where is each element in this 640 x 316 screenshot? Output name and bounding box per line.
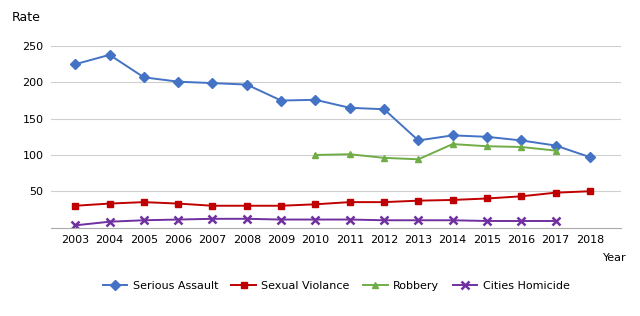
Cities Homicide	[140, 218, 148, 222]
Cities Homicide	[380, 218, 388, 222]
Robbery	[312, 153, 319, 157]
Serious Assault	[140, 76, 148, 79]
Serious Assault	[483, 135, 491, 139]
Serious Assault	[586, 155, 594, 159]
Sexual Violance	[72, 204, 79, 208]
Cities Homicide	[243, 217, 251, 221]
Cities Homicide	[346, 218, 353, 222]
Serious Assault	[415, 138, 422, 142]
Line: Cities Homicide: Cities Homicide	[71, 215, 560, 229]
Sexual Violance	[552, 191, 559, 195]
Cities Homicide	[72, 223, 79, 227]
Line: Robbery: Robbery	[312, 141, 559, 163]
Cities Homicide	[209, 217, 216, 221]
Serious Assault	[243, 83, 251, 87]
Serious Assault	[312, 98, 319, 102]
Sexual Violance	[277, 204, 285, 208]
Cities Homicide	[483, 219, 491, 223]
Cities Homicide	[415, 218, 422, 222]
Cities Homicide	[449, 218, 456, 222]
Sexual Violance	[174, 202, 182, 205]
Serious Assault	[106, 53, 113, 57]
Legend: Serious Assault, Sexual Violance, Robbery, Cities Homicide: Serious Assault, Sexual Violance, Robber…	[98, 276, 574, 295]
Robbery	[552, 149, 559, 153]
Robbery	[483, 144, 491, 148]
Sexual Violance	[106, 202, 113, 205]
Sexual Violance	[415, 199, 422, 203]
Sexual Violance	[209, 204, 216, 208]
Serious Assault	[518, 138, 525, 142]
Serious Assault	[346, 106, 353, 110]
Sexual Violance	[518, 194, 525, 198]
Serious Assault	[380, 107, 388, 111]
Line: Sexual Violance: Sexual Violance	[72, 188, 593, 209]
Serious Assault	[449, 133, 456, 137]
Robbery	[380, 156, 388, 160]
Text: Rate: Rate	[12, 11, 40, 24]
Cities Homicide	[277, 218, 285, 222]
Robbery	[415, 157, 422, 161]
Sexual Violance	[380, 200, 388, 204]
Serious Assault	[277, 99, 285, 102]
Line: Serious Assault: Serious Assault	[72, 51, 593, 161]
Cities Homicide	[106, 220, 113, 224]
Robbery	[518, 145, 525, 149]
Serious Assault	[209, 81, 216, 85]
Sexual Violance	[586, 189, 594, 193]
Cities Homicide	[518, 219, 525, 223]
Serious Assault	[174, 80, 182, 83]
Sexual Violance	[346, 200, 353, 204]
Cities Homicide	[312, 218, 319, 222]
Sexual Violance	[140, 200, 148, 204]
Serious Assault	[72, 62, 79, 66]
Robbery	[449, 142, 456, 146]
Sexual Violance	[449, 198, 456, 202]
Cities Homicide	[552, 219, 559, 223]
Cities Homicide	[174, 218, 182, 222]
Robbery	[346, 152, 353, 156]
Sexual Violance	[312, 203, 319, 206]
Serious Assault	[552, 144, 559, 148]
Text: Year: Year	[603, 253, 627, 263]
Sexual Violance	[243, 204, 251, 208]
Sexual Violance	[483, 197, 491, 200]
